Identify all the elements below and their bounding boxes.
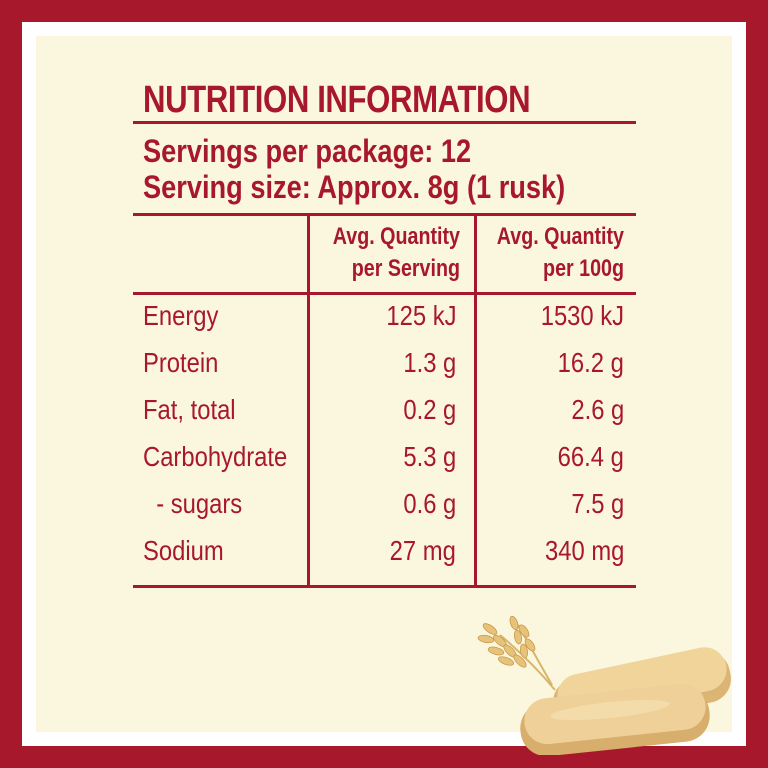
- column-header-line: per Serving: [351, 255, 460, 282]
- nutrient-name: Carbohydrate: [143, 441, 288, 472]
- column-header-line: Avg. Quantity: [496, 223, 624, 250]
- serving-size: Serving size: Approx. 8g (1 rusk): [143, 169, 566, 205]
- panel-title: NUTRITION INFORMATION: [143, 79, 531, 121]
- nutrient-name: - sugars: [143, 488, 243, 519]
- table-row: Protein 1.3 g 16.2 g: [133, 346, 636, 393]
- column-divider-2: [474, 215, 477, 587]
- divider-bottom: [133, 585, 636, 588]
- per-100g-value: 7.5 g: [571, 488, 624, 519]
- per-serving-value: 125 kJ: [385, 300, 456, 331]
- nutrient-name: Fat, total: [143, 394, 236, 425]
- per-100g-value: 340 mg: [544, 535, 624, 566]
- cream-background: [36, 36, 732, 732]
- divider-top: [133, 121, 636, 124]
- per-serving-value: 27 mg: [389, 535, 456, 566]
- divider-header: [133, 213, 636, 216]
- column-header-per-100g: Avg. Quantity per 100g: [493, 221, 624, 285]
- column-header-per-serving: Avg. Quantity per Serving: [329, 221, 460, 285]
- nutrient-name: Protein: [143, 347, 219, 378]
- divider-columns: [133, 292, 636, 295]
- table-row: Fat, total 0.2 g 2.6 g: [133, 393, 636, 440]
- per-serving-value: 5.3 g: [403, 441, 456, 472]
- column-header-line: per 100g: [543, 255, 624, 282]
- wheat-icon: [477, 615, 556, 691]
- per-100g-value: 66.4 g: [557, 441, 624, 472]
- nutrient-name: Energy: [143, 300, 219, 331]
- per-serving-value: 0.2 g: [403, 394, 456, 425]
- rusk-illustration: [477, 615, 731, 755]
- per-100g-value: 1530 kJ: [540, 300, 624, 331]
- per-serving-value: 1.3 g: [403, 347, 456, 378]
- nutrient-name: Sodium: [143, 535, 224, 566]
- column-header-line: Avg. Quantity: [332, 223, 460, 250]
- per-serving-value: 0.6 g: [403, 488, 456, 519]
- column-divider-1: [307, 215, 310, 587]
- per-100g-value: 2.6 g: [571, 394, 624, 425]
- servings-per-package: Servings per package: 12: [143, 133, 472, 169]
- table-row: Sodium 27 mg 340 mg: [133, 534, 636, 581]
- table-row: Energy 125 kJ 1530 kJ: [133, 299, 636, 346]
- per-100g-value: 16.2 g: [557, 347, 624, 378]
- table-row: Carbohydrate 5.3 g 66.4 g: [133, 440, 636, 487]
- table-row: - sugars 0.6 g 7.5 g: [133, 487, 636, 534]
- rusk-icon: [520, 647, 731, 755]
